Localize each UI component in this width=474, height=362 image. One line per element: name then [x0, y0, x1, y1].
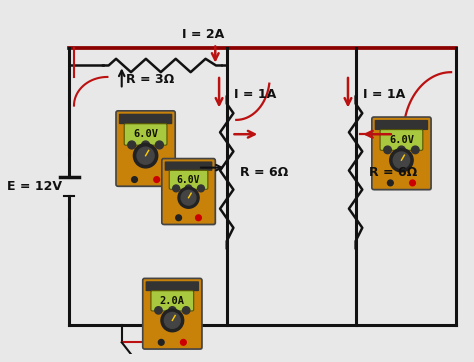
FancyBboxPatch shape	[116, 111, 175, 186]
Circle shape	[411, 146, 419, 153]
FancyBboxPatch shape	[151, 291, 194, 311]
FancyBboxPatch shape	[162, 159, 215, 224]
FancyBboxPatch shape	[119, 114, 173, 124]
FancyBboxPatch shape	[372, 117, 431, 190]
Text: 6.0V: 6.0V	[389, 135, 414, 145]
FancyBboxPatch shape	[117, 112, 176, 187]
Circle shape	[185, 185, 192, 192]
Circle shape	[182, 307, 190, 314]
Text: 6.0V: 6.0V	[133, 130, 158, 139]
Text: 2.0A: 2.0A	[160, 296, 185, 306]
Text: E = 12V: E = 12V	[7, 180, 62, 193]
Circle shape	[390, 148, 413, 172]
Circle shape	[398, 146, 405, 153]
Text: 6.0V: 6.0V	[177, 175, 201, 185]
Circle shape	[196, 215, 201, 220]
FancyBboxPatch shape	[124, 124, 167, 145]
Circle shape	[176, 215, 182, 220]
Circle shape	[132, 177, 137, 182]
FancyBboxPatch shape	[164, 161, 212, 171]
Text: I = 2A: I = 2A	[182, 28, 224, 41]
Circle shape	[161, 309, 184, 332]
Circle shape	[388, 180, 393, 186]
FancyBboxPatch shape	[373, 118, 432, 190]
Circle shape	[128, 141, 136, 149]
Text: I = 1A: I = 1A	[234, 88, 277, 101]
Circle shape	[133, 143, 158, 168]
Circle shape	[173, 185, 180, 192]
FancyBboxPatch shape	[375, 120, 428, 130]
Circle shape	[181, 340, 186, 345]
FancyBboxPatch shape	[169, 170, 208, 189]
Circle shape	[155, 141, 164, 149]
Circle shape	[154, 177, 160, 182]
Circle shape	[164, 312, 180, 328]
Circle shape	[178, 187, 199, 208]
Circle shape	[169, 307, 176, 314]
Circle shape	[142, 141, 149, 149]
Circle shape	[181, 190, 196, 205]
Circle shape	[158, 340, 164, 345]
FancyBboxPatch shape	[144, 279, 203, 350]
Text: R = 3Ω: R = 3Ω	[126, 73, 174, 86]
Circle shape	[137, 147, 154, 164]
Circle shape	[393, 152, 410, 168]
Circle shape	[155, 307, 162, 314]
FancyBboxPatch shape	[146, 281, 199, 291]
FancyBboxPatch shape	[380, 130, 423, 150]
Text: I = 1A: I = 1A	[363, 88, 405, 101]
FancyBboxPatch shape	[143, 278, 202, 349]
Circle shape	[410, 180, 415, 186]
Circle shape	[198, 185, 204, 192]
Text: R = 6Ω: R = 6Ω	[369, 166, 417, 179]
FancyBboxPatch shape	[163, 160, 216, 226]
Text: R = 6Ω: R = 6Ω	[240, 166, 288, 179]
Circle shape	[384, 146, 392, 153]
